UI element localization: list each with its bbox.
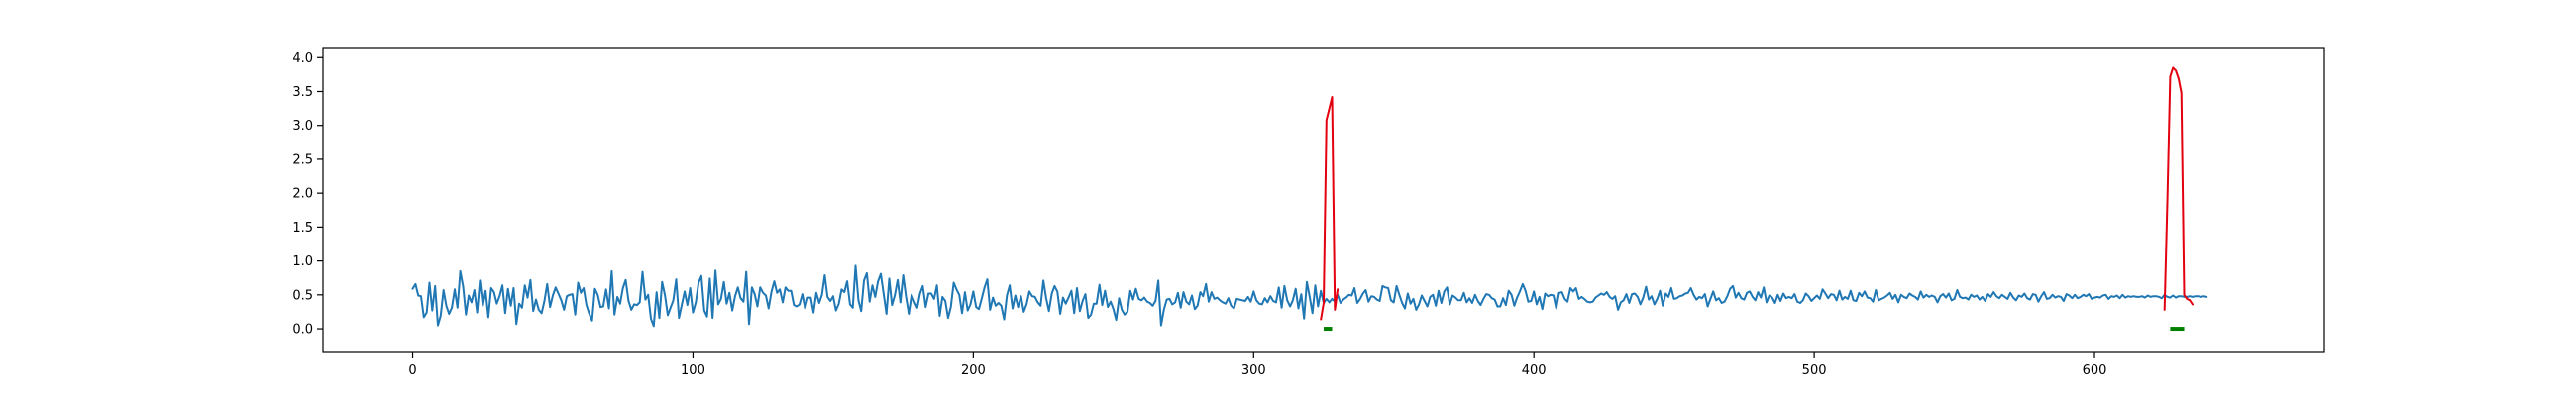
y-tick-label: 0.5 xyxy=(292,288,313,303)
series-line-anomaly-1 xyxy=(1320,96,1340,321)
axes-frame xyxy=(322,47,2325,353)
series-line-anomaly-2 xyxy=(2163,66,2194,311)
y-tick-label: 3.5 xyxy=(292,85,313,100)
x-tick-label: 500 xyxy=(1802,363,1827,378)
y-tick-label: 1.0 xyxy=(292,254,313,269)
x-tick-label: 400 xyxy=(1522,363,1547,378)
y-tick-label: 2.5 xyxy=(292,152,313,167)
plot-area xyxy=(411,66,2208,332)
x-tick-label: 200 xyxy=(961,363,986,378)
axes-ticks: 0 100 200 300 400 500 600 0.0 0.5 1.0 1.5 2.0 2.5 3.0… xyxy=(292,51,2106,378)
y-tick-label: 3.0 xyxy=(292,119,313,134)
x-tick-label: 600 xyxy=(2083,363,2107,378)
y-tick-label: 2.0 xyxy=(292,187,313,202)
series-line-signal xyxy=(411,264,2208,328)
y-tick-label: 0.0 xyxy=(292,323,313,338)
x-tick-label: 300 xyxy=(1241,363,1266,378)
x-tick-label: 100 xyxy=(681,363,705,378)
x-tick-label: 0 xyxy=(408,363,416,378)
y-tick-label: 4.0 xyxy=(292,51,313,66)
y-tick-label: 1.5 xyxy=(292,221,313,236)
